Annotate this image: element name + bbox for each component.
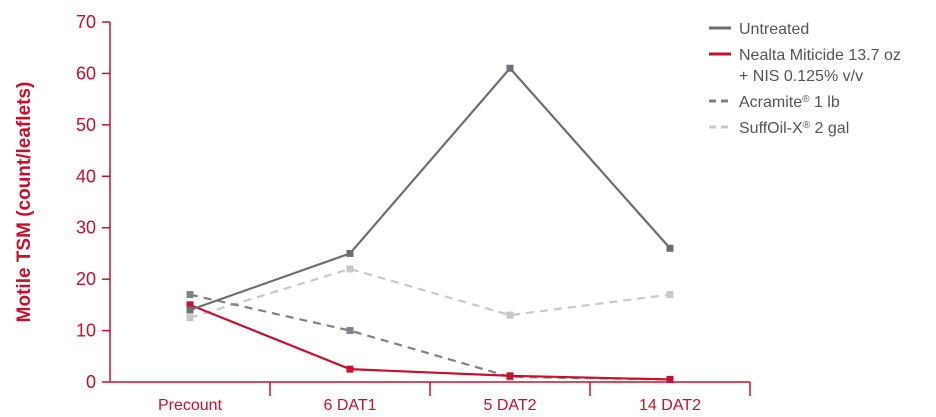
series-line [189, 293, 671, 381]
y-tick-label: 60 [76, 63, 96, 83]
data-point [346, 249, 354, 257]
data-point [186, 301, 194, 309]
y-tick-label: 40 [76, 166, 96, 186]
legend-entry: Acramite® 1 lb [739, 94, 840, 112]
series-layer [186, 64, 674, 383]
data-point [186, 306, 194, 314]
y-axis-label: Motile TSM (count/leaflets) [14, 82, 35, 323]
y-tick-label: 0 [86, 372, 96, 392]
legend-entry: SuffOil-X® 2 gal [739, 120, 849, 138]
data-point [186, 314, 194, 322]
y-tick-label: 50 [76, 115, 96, 135]
series-line [189, 303, 671, 381]
data-point [506, 64, 514, 72]
data-point [666, 375, 674, 383]
data-point [666, 291, 674, 299]
data-point [346, 365, 354, 373]
data-point [666, 244, 674, 252]
data-point [506, 372, 514, 380]
data-point [186, 291, 194, 299]
x-ticks: Precount 6 DAT1 5 DAT2 14 DAT2 [158, 382, 751, 414]
legend: Untreated Nealta Miticide 13.7 oz + NIS 0.… [709, 21, 901, 137]
x-category-label: 14 DAT2 [639, 397, 701, 414]
y-ticks: 0 10 20 30 40 50 60 70 [76, 12, 110, 392]
x-category-label: 6 DAT1 [323, 397, 376, 414]
legend-entry: Untreated [739, 21, 809, 38]
data-point [506, 311, 514, 319]
y-tick-label: 70 [76, 12, 96, 32]
y-tick-label: 30 [76, 218, 96, 238]
y-tick-label: 20 [76, 269, 96, 289]
x-category-label: Precount [158, 397, 223, 414]
axes [109, 22, 750, 383]
data-point [346, 327, 354, 335]
data-point [346, 265, 354, 273]
y-tick-label: 10 [76, 321, 96, 341]
legend-entry-continued: + NIS 0.125% v/v [739, 68, 863, 85]
series-line [189, 66, 671, 312]
x-category-label: 5 DAT2 [483, 397, 536, 414]
legend-entry: Nealta Miticide 13.7 oz [739, 47, 901, 64]
